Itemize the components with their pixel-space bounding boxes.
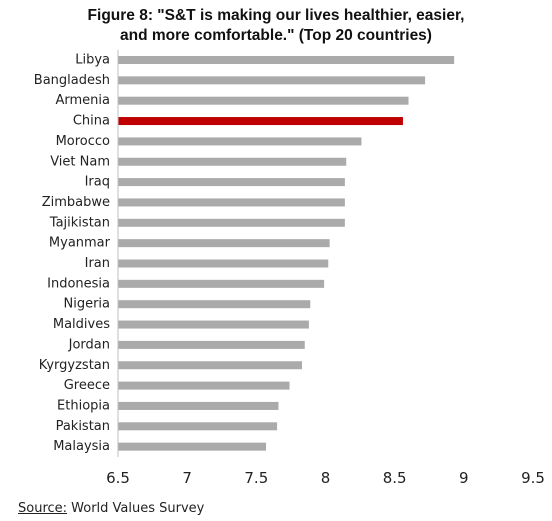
category-label-malaysia: Malaysia: [53, 439, 110, 454]
x-tick-label: 7: [182, 469, 192, 487]
source-label: Source:: [18, 501, 68, 516]
category-label-viet-nam: Viet Nam: [50, 154, 110, 169]
category-label-bangladesh: Bangladesh: [34, 73, 110, 88]
bar-pakistan: [118, 422, 278, 431]
bar-bangladesh: [118, 76, 426, 85]
category-label-iraq: Iraq: [85, 175, 110, 190]
category-label-kyrgyzstan: Kyrgyzstan: [39, 358, 110, 373]
category-label-iran: Iran: [85, 256, 110, 271]
category-label-indonesia: Indonesia: [47, 276, 110, 291]
bar-iraq: [118, 178, 345, 187]
bar-viet-nam: [118, 157, 347, 166]
bar-greece: [118, 381, 290, 390]
category-label-zimbabwe: Zimbabwe: [42, 195, 110, 210]
category-labels: Libya Bangladesh Armenia China Morocco Viet N…: [34, 53, 111, 455]
bar-kyrgyzstan: [118, 361, 302, 370]
category-label-pakistan: Pakistan: [56, 419, 110, 434]
x-tick-label: 6.5: [106, 469, 130, 487]
bar-iran: [118, 259, 329, 268]
bar-chart: Libya Bangladesh Armenia China Morocco Viet N…: [34, 49, 545, 487]
category-label-maldives: Maldives: [53, 317, 110, 332]
bar-indonesia: [118, 279, 325, 288]
bar-libya: [118, 56, 455, 64]
bar-jordan: [118, 340, 305, 349]
category-label-jordan: Jordan: [68, 337, 110, 352]
chart-title: Figure 8: "S&T is making our lives healt…: [0, 6, 552, 46]
x-tick-label: 8: [321, 469, 331, 487]
category-label-tajikistan: Tajikistan: [49, 215, 110, 230]
category-label-china: China: [73, 114, 110, 129]
x-tick-label: 9.5: [521, 469, 545, 487]
bar-ethiopia: [118, 401, 279, 410]
category-label-morocco: Morocco: [56, 134, 110, 149]
bars-group: [118, 56, 455, 451]
category-label-armenia: Armenia: [56, 93, 111, 108]
category-label-libya: Libya: [75, 53, 110, 68]
chart-title-line-1: Figure 8: "S&T is making our lives healt…: [87, 7, 465, 24]
x-tick-label: 8.5: [383, 469, 407, 487]
category-label-nigeria: Nigeria: [63, 297, 110, 312]
category-label-ethiopia: Ethiopia: [57, 398, 110, 413]
chart-title-line-2: and more comfortable." (Top 20 countries…: [120, 27, 432, 44]
bar-nigeria: [118, 300, 311, 309]
x-tick-labels: 6.5 7 7.5 8 8.5 9 9.5: [106, 469, 545, 487]
category-label-greece: Greece: [64, 378, 110, 393]
bar-maldives: [118, 320, 309, 329]
category-label-myanmar: Myanmar: [49, 236, 111, 251]
bar-morocco: [118, 137, 362, 146]
x-tick-label: 7.5: [244, 469, 268, 487]
bar-malaysia: [118, 442, 267, 451]
bar-myanmar: [118, 239, 330, 248]
source-note: Source: World Values Survey: [18, 501, 204, 516]
source-text: World Values Survey: [67, 501, 205, 516]
bar-zimbabwe: [118, 198, 345, 207]
bar-china: [118, 117, 403, 126]
bar-armenia: [118, 96, 409, 105]
x-tick-label: 9: [459, 469, 469, 487]
bar-tajikistan: [118, 218, 345, 227]
